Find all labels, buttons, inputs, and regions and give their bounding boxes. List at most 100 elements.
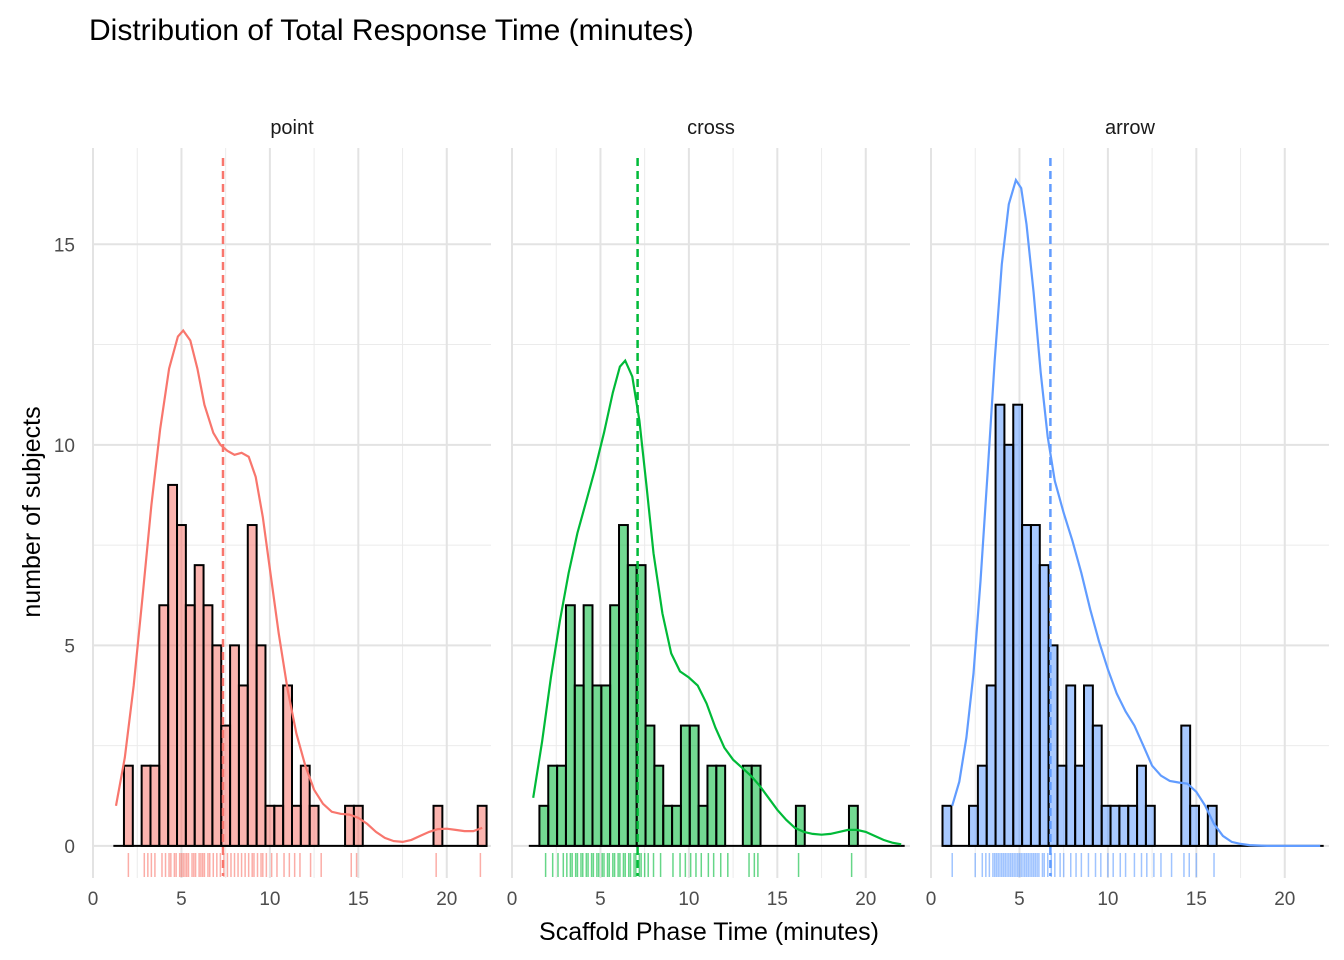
x-tick-label: 0 xyxy=(507,889,518,910)
x-tick-label: 15 xyxy=(767,889,788,910)
histogram-bar xyxy=(1003,443,1015,847)
x-axis-title: Scaffold Phase Time (minutes) xyxy=(539,918,879,946)
histogram-bar xyxy=(600,684,612,847)
histogram-bar xyxy=(255,644,267,847)
histogram-bar xyxy=(679,724,691,847)
x-tick-label: 20 xyxy=(1274,889,1295,910)
histogram-bar xyxy=(1038,564,1050,847)
histogram-bar xyxy=(237,684,249,847)
histogram-bar xyxy=(140,764,152,847)
facet-panel-cross: cross 0 5 10 15 20 xyxy=(507,117,910,910)
x-tick-label: 0 xyxy=(926,889,937,910)
histogram-bar xyxy=(1189,804,1200,847)
histogram-bar xyxy=(538,804,550,847)
histogram-bar xyxy=(122,764,134,847)
y-tick-label: 5 xyxy=(64,636,75,657)
density-curve-arrow xyxy=(951,177,1321,847)
histogram-bar xyxy=(968,804,979,847)
histogram-bar xyxy=(715,764,727,847)
histogram-bar xyxy=(344,804,355,847)
histogram-bar xyxy=(229,644,240,847)
histogram-bar xyxy=(273,804,285,847)
histogram-bar xyxy=(1012,403,1024,847)
histogram-bar xyxy=(1109,804,1121,847)
histogram-bar xyxy=(476,804,488,847)
facet-label-cross: cross xyxy=(687,117,735,139)
histogram-bar xyxy=(158,604,170,847)
histogram-bar xyxy=(582,604,594,847)
histogram-bar xyxy=(246,524,258,847)
x-tick-label: 20 xyxy=(436,889,457,910)
histogram-bar xyxy=(1074,764,1086,847)
x-tick-label: 0 xyxy=(88,889,99,910)
histogram-bar xyxy=(1091,724,1103,847)
x-tick-label: 5 xyxy=(1014,889,1025,910)
density-curve-cross xyxy=(532,358,902,846)
x-tick-label: 20 xyxy=(855,889,876,910)
histogram-bar xyxy=(847,804,859,847)
chart-title: Distribution of Total Response Time (min… xyxy=(89,14,694,47)
histogram-bar xyxy=(1021,524,1032,847)
facet-label-arrow: arrow xyxy=(1105,117,1156,139)
histogram-bar xyxy=(564,604,576,847)
histogram-bar xyxy=(794,804,806,847)
histogram-bar xyxy=(264,804,276,847)
histogram-bar xyxy=(352,804,364,847)
histogram-bar xyxy=(1144,804,1156,847)
histogram-bar xyxy=(618,524,629,847)
histogram-bar xyxy=(626,564,638,847)
histogram-bar xyxy=(976,764,988,847)
histogram-bar xyxy=(149,764,161,847)
histogram-bar xyxy=(994,403,1006,847)
histogram-bar xyxy=(167,483,179,847)
histogram-bar xyxy=(985,684,997,847)
histogram-bar xyxy=(671,804,682,847)
y-tick-label: 15 xyxy=(54,235,75,256)
histogram-bar xyxy=(573,684,585,847)
histogram-bar xyxy=(653,764,665,847)
histogram-bar xyxy=(1065,684,1077,847)
facet-label-point: point xyxy=(270,117,314,139)
histogram-bar xyxy=(706,764,718,847)
facet-panels: 0 5 10 15 point 0 5 10 15 20 cross 0 5 10 15 20 arrow 0 5 1… xyxy=(54,117,1329,910)
x-tick-label: 5 xyxy=(595,889,606,910)
x-tick-label: 15 xyxy=(1186,889,1207,910)
facet-panel-arrow: arrow 0 5 10 15 20 xyxy=(926,117,1329,910)
histogram-bar xyxy=(750,764,762,847)
histogram-bar xyxy=(609,604,621,847)
histogram-bar xyxy=(299,764,311,847)
histogram-bar xyxy=(941,804,953,847)
histogram-bar xyxy=(1118,804,1130,847)
histogram-bar xyxy=(1056,764,1068,847)
histogram-bar xyxy=(432,804,444,847)
histogram-bar xyxy=(211,644,223,847)
histogram-bar xyxy=(697,804,709,847)
histogram-bar xyxy=(1136,764,1147,847)
x-tick-label: 10 xyxy=(1097,889,1118,910)
histogram-bar xyxy=(308,804,320,847)
histogram-bar xyxy=(662,804,674,847)
y-tick-label: 0 xyxy=(64,837,75,858)
histogram-bar xyxy=(1083,684,1094,847)
y-tick-label: 10 xyxy=(54,436,75,457)
x-tick-label: 10 xyxy=(259,889,280,910)
x-tick-label: 5 xyxy=(176,889,187,910)
histogram-bar xyxy=(176,524,187,847)
density-curve-point xyxy=(114,328,483,844)
histogram-bar xyxy=(184,604,196,847)
histogram-bar xyxy=(741,764,753,847)
histogram-bar xyxy=(193,564,205,847)
histogram-bar xyxy=(644,724,656,847)
x-tick-label: 10 xyxy=(678,889,699,910)
histogram-bar xyxy=(1100,804,1112,847)
x-tick-label: 15 xyxy=(348,889,369,910)
facet-panel-point: point 0 5 10 15 20 xyxy=(88,117,491,910)
y-axis-title: number of subjects xyxy=(18,406,46,617)
histogram-bar xyxy=(547,764,559,847)
histogram-bar xyxy=(591,684,603,847)
histogram-bar xyxy=(1127,804,1139,847)
histogram-bar xyxy=(688,724,700,847)
histogram-bar xyxy=(202,604,214,847)
histogram-bar xyxy=(1047,644,1059,847)
